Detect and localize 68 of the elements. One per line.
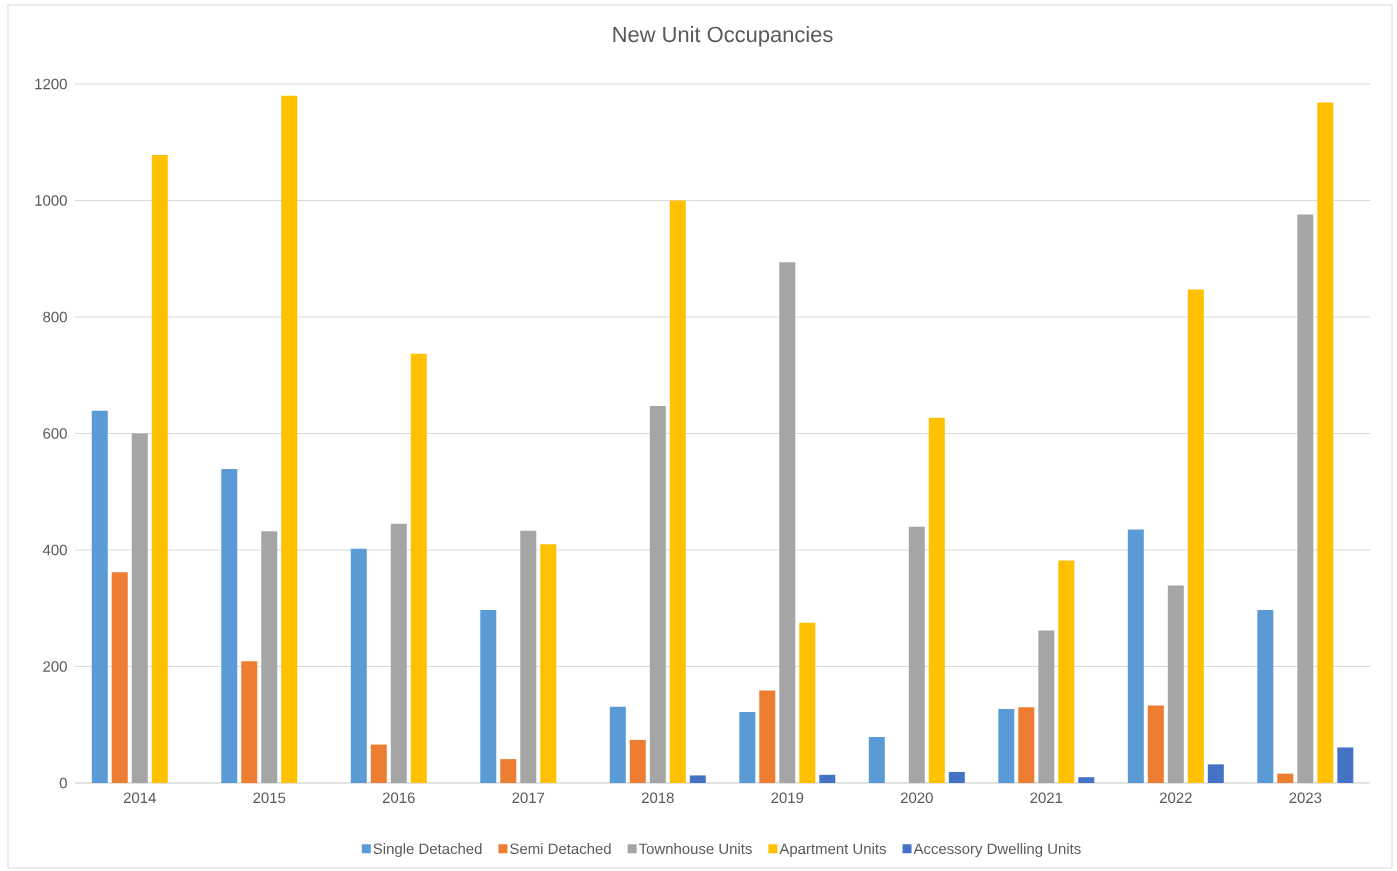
bar: [779, 262, 796, 783]
bar: [799, 622, 816, 783]
bar: [91, 410, 108, 783]
x-tick-label: 2021: [1030, 792, 1063, 804]
bar: [1257, 609, 1274, 783]
bar: [1127, 529, 1144, 783]
bar: [1078, 777, 1095, 783]
x-tick-label: 2020: [900, 792, 933, 804]
bar: [1187, 289, 1204, 783]
bar: [281, 95, 298, 783]
bar: [111, 572, 128, 783]
bar: [759, 690, 776, 783]
bar: [1147, 705, 1164, 783]
bar: [390, 523, 407, 783]
x-tick-label: 2015: [253, 792, 286, 804]
bar: [1058, 560, 1075, 783]
y-tick-label: 0: [59, 777, 67, 789]
bar: [261, 531, 278, 783]
bar: [221, 469, 238, 783]
y-tick-label: 600: [43, 428, 67, 439]
bar: [1167, 585, 1184, 783]
bar: [131, 433, 148, 783]
y-tick-label: 1200: [35, 78, 67, 90]
bar: [998, 709, 1015, 783]
x-tick-label: 2017: [512, 792, 545, 804]
bar: [1018, 707, 1035, 783]
bar: [500, 759, 517, 783]
bar: [1317, 102, 1334, 783]
x-tick-label: 2022: [1159, 792, 1192, 804]
legend-label: Single Detached: [373, 843, 482, 858]
bar: [350, 548, 367, 783]
bar: [1207, 764, 1224, 783]
bar: [480, 609, 497, 783]
y-tick-label: 800: [43, 311, 67, 323]
bar: [1337, 747, 1354, 783]
chart-title: New Unit Occupancies: [613, 26, 833, 47]
bar: [908, 526, 925, 783]
bar: [151, 155, 168, 783]
bar: [649, 406, 666, 783]
bar: [609, 706, 626, 783]
y-tick-label: 200: [43, 661, 67, 672]
legend-label: Semi Detached: [510, 843, 611, 855]
bar: [739, 711, 756, 783]
bar: [410, 353, 427, 783]
bar: [520, 530, 537, 783]
bar: [1277, 773, 1294, 783]
y-tick-label: 400: [42, 544, 67, 556]
bar: [1297, 214, 1314, 783]
bar: [689, 775, 706, 783]
x-tick-label: 2018: [641, 792, 674, 804]
bar: [370, 744, 387, 783]
bar: [868, 736, 885, 783]
legend-label: Accessory Dwelling Units: [913, 843, 1081, 858]
bar: [819, 774, 836, 783]
bar: [928, 417, 945, 783]
y-tick-label: 1000: [35, 195, 67, 206]
x-tick-label: 2014: [123, 792, 156, 804]
x-tick-label: 2023: [1289, 792, 1322, 804]
bar: [948, 771, 965, 783]
x-tick-label: 2019: [771, 792, 804, 804]
bar: [1038, 630, 1055, 783]
legend-label: Apartment Units: [779, 843, 886, 858]
bar: [540, 544, 557, 783]
bar: [629, 739, 646, 783]
bar: [241, 661, 258, 783]
bar: [669, 200, 686, 783]
x-tick-label: 2016: [382, 792, 415, 804]
legend-label: Townhouse Units: [638, 843, 752, 855]
